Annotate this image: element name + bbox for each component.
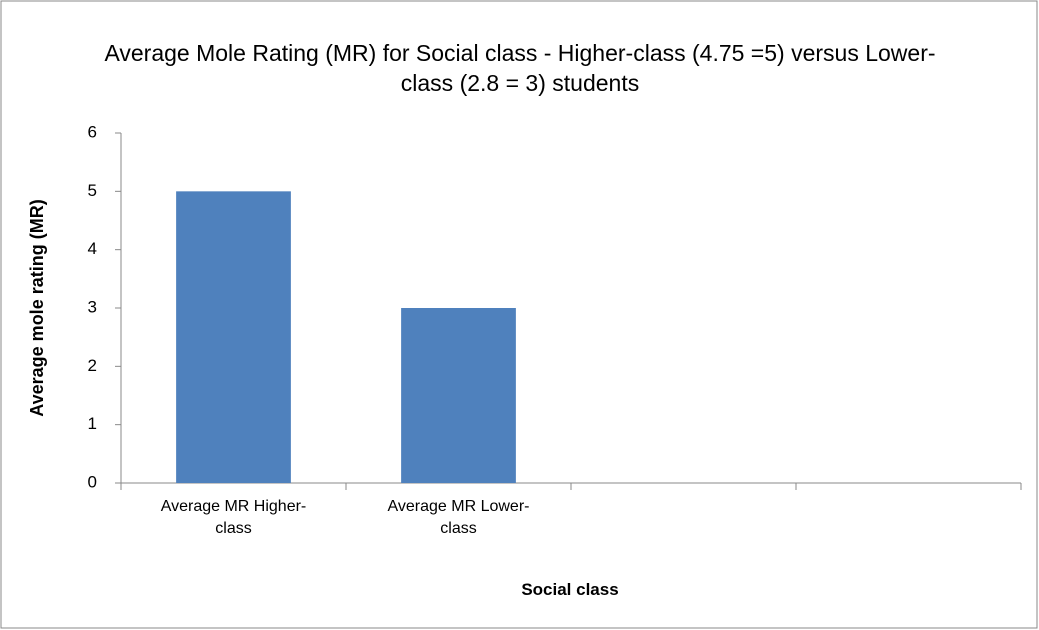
x-axis-label: Social class	[521, 580, 619, 599]
x-tick-label: Average MR Higher-class	[160, 498, 307, 537]
y-axis-label: Average mole rating (MR)	[27, 199, 47, 416]
chart-title: Average Mole Rating (MR) for Social clas…	[104, 40, 936, 96]
x-tick-label: Average MR Lower-class	[387, 498, 530, 537]
y-tick-label: 4	[88, 239, 97, 258]
y-tick-label: 2	[88, 356, 97, 375]
y-tick-label: 5	[88, 181, 97, 200]
y-tick-label: 6	[88, 122, 97, 141]
bar	[176, 191, 291, 484]
y-tick-label: 3	[88, 297, 97, 316]
y-tick-label: 1	[88, 414, 97, 433]
bar	[401, 308, 516, 483]
y-tick-label: 0	[88, 472, 97, 491]
